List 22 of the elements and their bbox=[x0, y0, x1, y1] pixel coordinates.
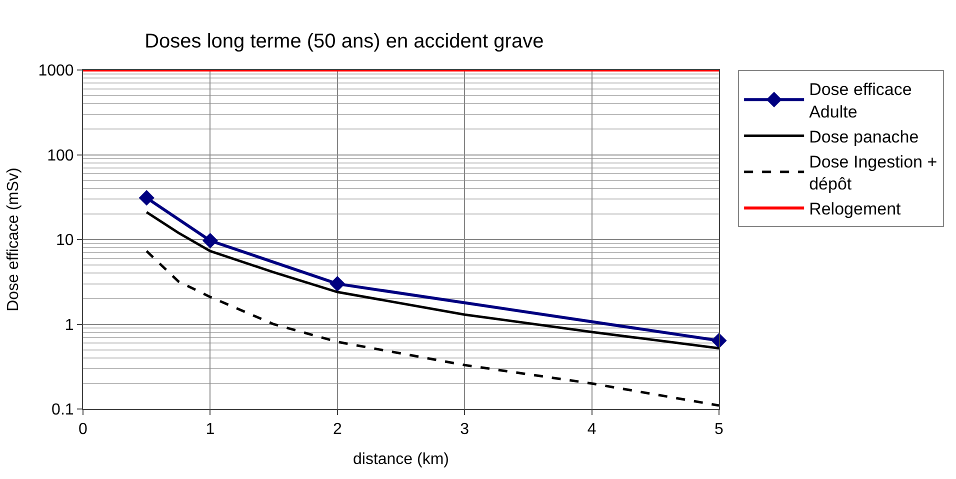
legend-label: Relogement bbox=[809, 200, 902, 219]
x-tick-label: 2 bbox=[332, 421, 342, 438]
line-series bbox=[145, 250, 719, 407]
x-tick-label: 5 bbox=[714, 421, 724, 438]
y-tick-label: 1 bbox=[64, 316, 74, 334]
x-tick-label: 1 bbox=[206, 421, 215, 438]
y-axis-title: Dose efficace (mSv) bbox=[5, 168, 22, 312]
y-tick-label: 0.1 bbox=[52, 402, 74, 419]
y-tick-label: 100 bbox=[47, 147, 74, 164]
chart-title: Doses long terme (50 ans) en accident grave bbox=[144, 30, 544, 53]
point bbox=[330, 276, 346, 292]
y-tick-label: 10 bbox=[56, 232, 74, 250]
legend-label: Dose Ingestion + dépôt bbox=[809, 152, 938, 194]
y-tick-label: 1000 bbox=[38, 62, 74, 80]
legend-label: Dose panache bbox=[809, 127, 919, 146]
x-tick-label: 0 bbox=[78, 421, 88, 438]
point bbox=[138, 190, 154, 206]
point bbox=[202, 232, 218, 248]
x-axis-title: distance (km) bbox=[352, 450, 450, 468]
x-tick-label: 3 bbox=[460, 421, 470, 438]
x-tick-label: 4 bbox=[587, 421, 596, 438]
legend-label: Dose efficace Adulte bbox=[809, 80, 912, 122]
